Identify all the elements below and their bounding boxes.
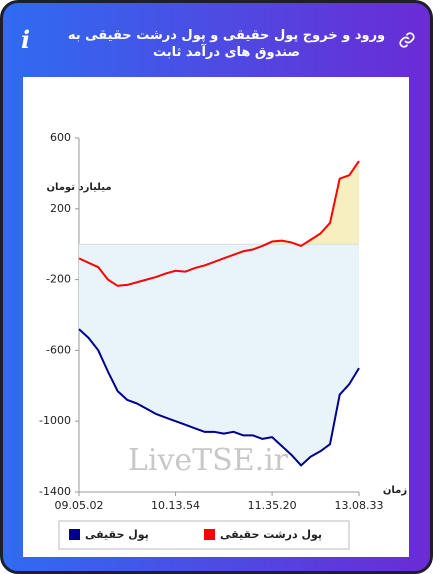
y-tick-label: 600: [50, 131, 71, 144]
panel: میلیارد تومان زمان LiveTSE.ir -1400 -1000…: [23, 77, 409, 557]
series-line: [78, 160, 360, 287]
y-tick-label: -200: [46, 273, 71, 286]
y-tick-label: 200: [50, 202, 71, 215]
legend-swatch: [69, 529, 80, 540]
x-tick-label: 10.13.54: [151, 499, 200, 512]
x-axis-label: زمان: [383, 485, 407, 496]
legend-label: پول حقیقی: [85, 528, 149, 541]
area-fill: [79, 244, 359, 466]
legend-label: پول درشت حقیقی: [220, 528, 322, 541]
x-tick-label: 09.05.02: [55, 499, 104, 512]
header: i ورود و خروج پول حقیقی و پول درشت حقیقی…: [3, 3, 430, 77]
series-line: [78, 328, 360, 467]
chart-title: ورود و خروج پول حقیقی و پول درشت حقیقی ب…: [67, 28, 386, 60]
y-tick-label: -600: [46, 343, 71, 356]
y-tick-label: -1000: [39, 414, 71, 427]
chart: میلیارد تومان زمان LiveTSE.ir -1400-1000…: [39, 131, 407, 550]
watermark: LiveTSE.ir: [128, 443, 289, 478]
x-tick-label: 13.08.33: [335, 499, 384, 512]
legend-swatch: [204, 529, 215, 540]
info-icon[interactable]: i: [21, 25, 31, 54]
link-icon[interactable]: [398, 31, 416, 49]
x-tick-label: 11.35.20: [248, 499, 297, 512]
y-tick-label: -1400: [39, 485, 71, 498]
